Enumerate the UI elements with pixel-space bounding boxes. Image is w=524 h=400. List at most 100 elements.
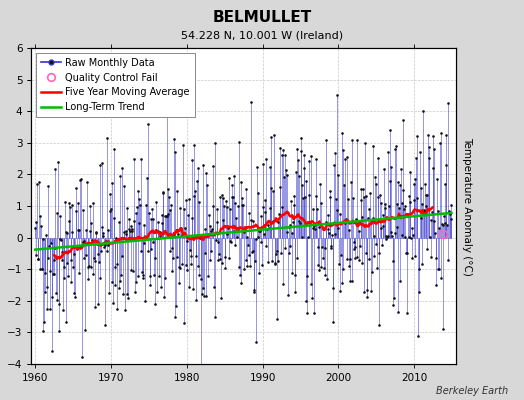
Point <box>199 162 208 168</box>
Point <box>219 217 227 223</box>
Point <box>402 250 410 256</box>
Point <box>66 204 74 210</box>
Point <box>55 301 63 307</box>
Point <box>409 232 417 238</box>
Point <box>407 235 415 242</box>
Point <box>405 193 413 200</box>
Point <box>438 221 446 228</box>
Point <box>170 136 178 142</box>
Point <box>298 234 306 240</box>
Point <box>411 252 419 259</box>
Point <box>172 303 180 309</box>
Point <box>304 234 312 240</box>
Point <box>190 193 198 200</box>
Point <box>343 154 352 160</box>
Point <box>308 295 316 301</box>
Point <box>420 208 429 214</box>
Point <box>399 117 408 124</box>
Point <box>98 160 106 166</box>
Point <box>191 188 199 195</box>
Point <box>189 286 198 293</box>
Point <box>341 220 349 226</box>
Point <box>356 186 365 192</box>
Point <box>65 200 73 206</box>
Point <box>42 232 50 238</box>
Point <box>270 260 279 266</box>
Point <box>370 233 379 239</box>
Point <box>222 204 231 210</box>
Point <box>245 252 254 258</box>
Point <box>82 251 90 258</box>
Point <box>133 204 141 210</box>
Point <box>110 146 118 152</box>
Point <box>72 185 81 191</box>
Point <box>83 179 91 185</box>
Point <box>313 262 322 268</box>
Point <box>88 220 96 226</box>
Point <box>257 213 266 219</box>
Point <box>202 292 211 299</box>
Point <box>354 228 363 234</box>
Point <box>431 254 440 261</box>
Point <box>412 195 421 202</box>
Point <box>45 255 53 261</box>
Point <box>303 310 312 316</box>
Point <box>123 291 132 298</box>
Point <box>104 227 112 234</box>
Point <box>101 241 110 248</box>
Point <box>406 169 414 176</box>
Point <box>271 261 279 268</box>
Point <box>335 260 343 267</box>
Point <box>259 161 267 167</box>
Point <box>362 250 370 256</box>
Point <box>418 260 427 267</box>
Point <box>174 231 182 238</box>
Point <box>184 212 192 218</box>
Point <box>62 230 71 236</box>
Point <box>419 108 427 114</box>
Point <box>192 253 201 259</box>
Point <box>171 314 179 320</box>
Point <box>337 252 345 258</box>
Point <box>167 202 175 208</box>
Point <box>366 190 374 196</box>
Point <box>230 228 238 234</box>
Point <box>32 219 41 225</box>
Point <box>80 255 88 261</box>
Point <box>355 256 364 263</box>
Point <box>385 203 393 209</box>
Point <box>264 222 272 228</box>
Point <box>226 238 235 244</box>
Point <box>156 233 165 239</box>
Point <box>68 229 76 236</box>
Point <box>378 212 387 218</box>
Point <box>382 236 390 243</box>
Point <box>443 257 452 264</box>
Point <box>143 174 151 181</box>
Point <box>326 243 335 250</box>
Point <box>227 238 235 245</box>
Point <box>51 245 60 252</box>
Point <box>267 134 276 140</box>
Point <box>49 270 57 277</box>
Point <box>359 186 367 192</box>
Point <box>93 241 101 247</box>
Point <box>118 165 127 171</box>
Point <box>408 225 416 231</box>
Point <box>365 206 373 212</box>
Point <box>354 220 362 226</box>
Point <box>168 267 176 274</box>
Point <box>381 201 389 208</box>
Point <box>248 247 257 254</box>
Point <box>136 202 144 208</box>
Point <box>130 218 138 224</box>
Point <box>326 188 334 194</box>
Point <box>313 206 321 212</box>
Point <box>146 282 155 288</box>
Point <box>236 280 245 286</box>
Point <box>253 164 261 170</box>
Point <box>138 269 146 276</box>
Point <box>142 236 150 242</box>
Point <box>38 266 46 272</box>
Point <box>288 269 296 276</box>
